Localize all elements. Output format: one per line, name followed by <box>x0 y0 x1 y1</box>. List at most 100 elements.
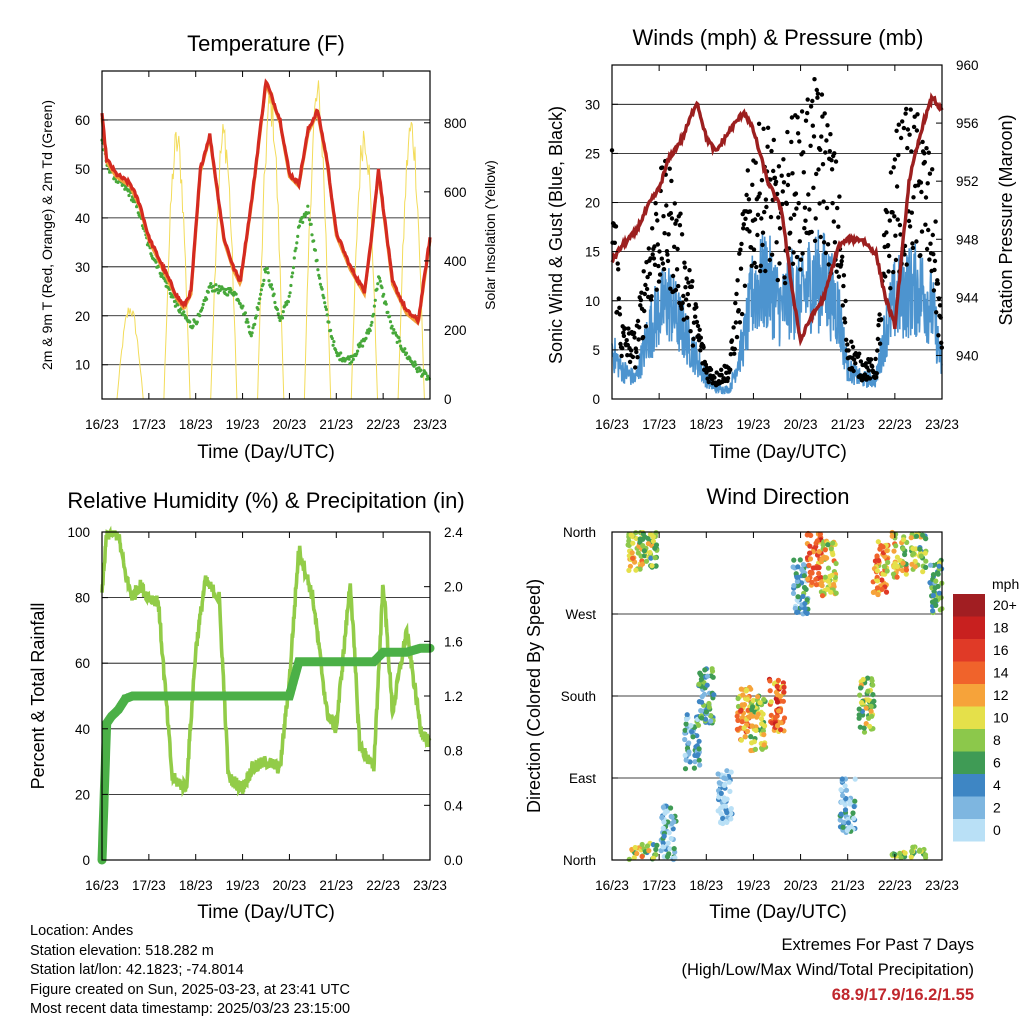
direction-point <box>664 854 671 860</box>
direction-point <box>807 556 814 562</box>
temperature-panel: Temperature (F) 102030405060020040060080… <box>39 31 498 463</box>
y2-tick-label: 0.0 <box>444 853 463 868</box>
direction-point <box>682 727 688 733</box>
direction-point <box>838 811 844 817</box>
direction-point <box>735 717 741 724</box>
dewpoint-point <box>267 279 271 283</box>
direction-point <box>761 742 767 748</box>
gust-point <box>749 263 754 268</box>
direction-point <box>868 703 874 709</box>
direction-point <box>870 682 876 688</box>
direction-point <box>755 694 761 700</box>
dewpoint-point <box>303 214 307 218</box>
direction-point <box>867 723 873 730</box>
humidity-xlabel: Time (Day/UTC) <box>197 902 335 923</box>
direction-point <box>704 673 711 679</box>
dewpoint-point <box>238 302 242 306</box>
gust-point <box>758 268 763 274</box>
gust-point <box>795 131 801 136</box>
direction-point <box>723 819 729 825</box>
dewpoint-point <box>209 282 213 286</box>
gust-point <box>674 218 679 223</box>
gust-point <box>732 351 737 356</box>
gust-point <box>810 98 815 104</box>
direction-point <box>838 787 844 793</box>
gust-point <box>846 348 851 353</box>
gust-point <box>752 217 758 222</box>
direction-point <box>667 846 673 852</box>
y2-tick-label: 800 <box>444 116 467 131</box>
gust-point <box>914 128 920 133</box>
y2-tick-label: 400 <box>444 254 467 269</box>
direction-point <box>643 558 650 564</box>
gust-point <box>736 308 741 313</box>
legend-swatch <box>953 616 985 639</box>
dewpoint-point <box>221 287 226 291</box>
gust-point <box>803 218 808 223</box>
gust-point <box>928 241 933 246</box>
direction-point <box>813 582 820 588</box>
dewpoint-point <box>364 336 368 340</box>
gust-point <box>738 266 744 271</box>
gust-point <box>836 274 842 279</box>
winds-ticks: 0 5 10 15 20 25 30 940 944 948 952 956 960 16/23 17/23… <box>585 58 979 432</box>
gust-point <box>937 303 943 308</box>
gust-point <box>615 261 620 266</box>
direction-point <box>933 602 939 609</box>
temperature-xlabel: Time (Day/UTC) <box>197 442 335 463</box>
gust-point <box>893 233 898 238</box>
direction-point <box>847 801 853 807</box>
gust-point <box>853 361 858 366</box>
dewpoint-point <box>214 283 218 287</box>
gust-point <box>694 304 699 310</box>
direction-point <box>808 532 814 539</box>
x-tick-label: 20/23 <box>784 417 818 432</box>
direction-point <box>875 591 881 598</box>
gust-point <box>775 277 780 283</box>
gust-point <box>612 240 617 245</box>
direction-point <box>790 564 796 570</box>
dewpoint-point <box>380 286 384 290</box>
gust-point <box>896 122 901 127</box>
x-tick-label: 17/23 <box>642 417 676 432</box>
gust-point <box>681 317 686 322</box>
direction-point <box>822 574 828 580</box>
legend-label: 6 <box>993 755 1001 771</box>
y-tick-label: 5 <box>592 343 600 358</box>
gust-point <box>638 303 643 308</box>
dewpoint-point <box>372 312 376 316</box>
dewpoint-point <box>246 320 250 324</box>
direction-point <box>629 550 635 556</box>
x-tick-label: 23/23 <box>925 417 959 432</box>
gust-point <box>617 312 623 317</box>
direction-point <box>761 732 767 738</box>
legend-swatch <box>953 594 985 617</box>
direction-point <box>809 579 815 586</box>
direction-point <box>879 586 885 593</box>
gust-point <box>791 250 796 255</box>
legend-swatch <box>953 796 985 819</box>
direction-scatter <box>625 529 945 863</box>
direction-point <box>692 759 698 765</box>
y-tick-label: 15 <box>585 245 600 260</box>
direction-point <box>735 695 741 702</box>
x-tick-label: 16/23 <box>85 417 119 432</box>
direction-ticks: North East South West North 16/23 17/23 18/23 19… <box>561 525 959 893</box>
gust-point <box>685 315 690 320</box>
gust-point <box>654 287 659 292</box>
dewpoint-point <box>403 347 407 351</box>
dewpoint-point <box>312 239 316 243</box>
gust-point <box>850 344 856 350</box>
gust-point <box>799 109 805 114</box>
gust-point <box>808 104 814 109</box>
direction-point <box>686 749 692 755</box>
gust-point <box>816 167 821 172</box>
gust-point <box>661 214 666 219</box>
gust-point <box>650 226 655 231</box>
x-tick-label: 23/23 <box>925 878 959 893</box>
direction-point <box>917 546 923 552</box>
gust-point <box>635 355 640 360</box>
gust-point <box>637 325 642 330</box>
gust-point <box>857 351 862 356</box>
x-tick-label: 17/23 <box>642 878 676 893</box>
